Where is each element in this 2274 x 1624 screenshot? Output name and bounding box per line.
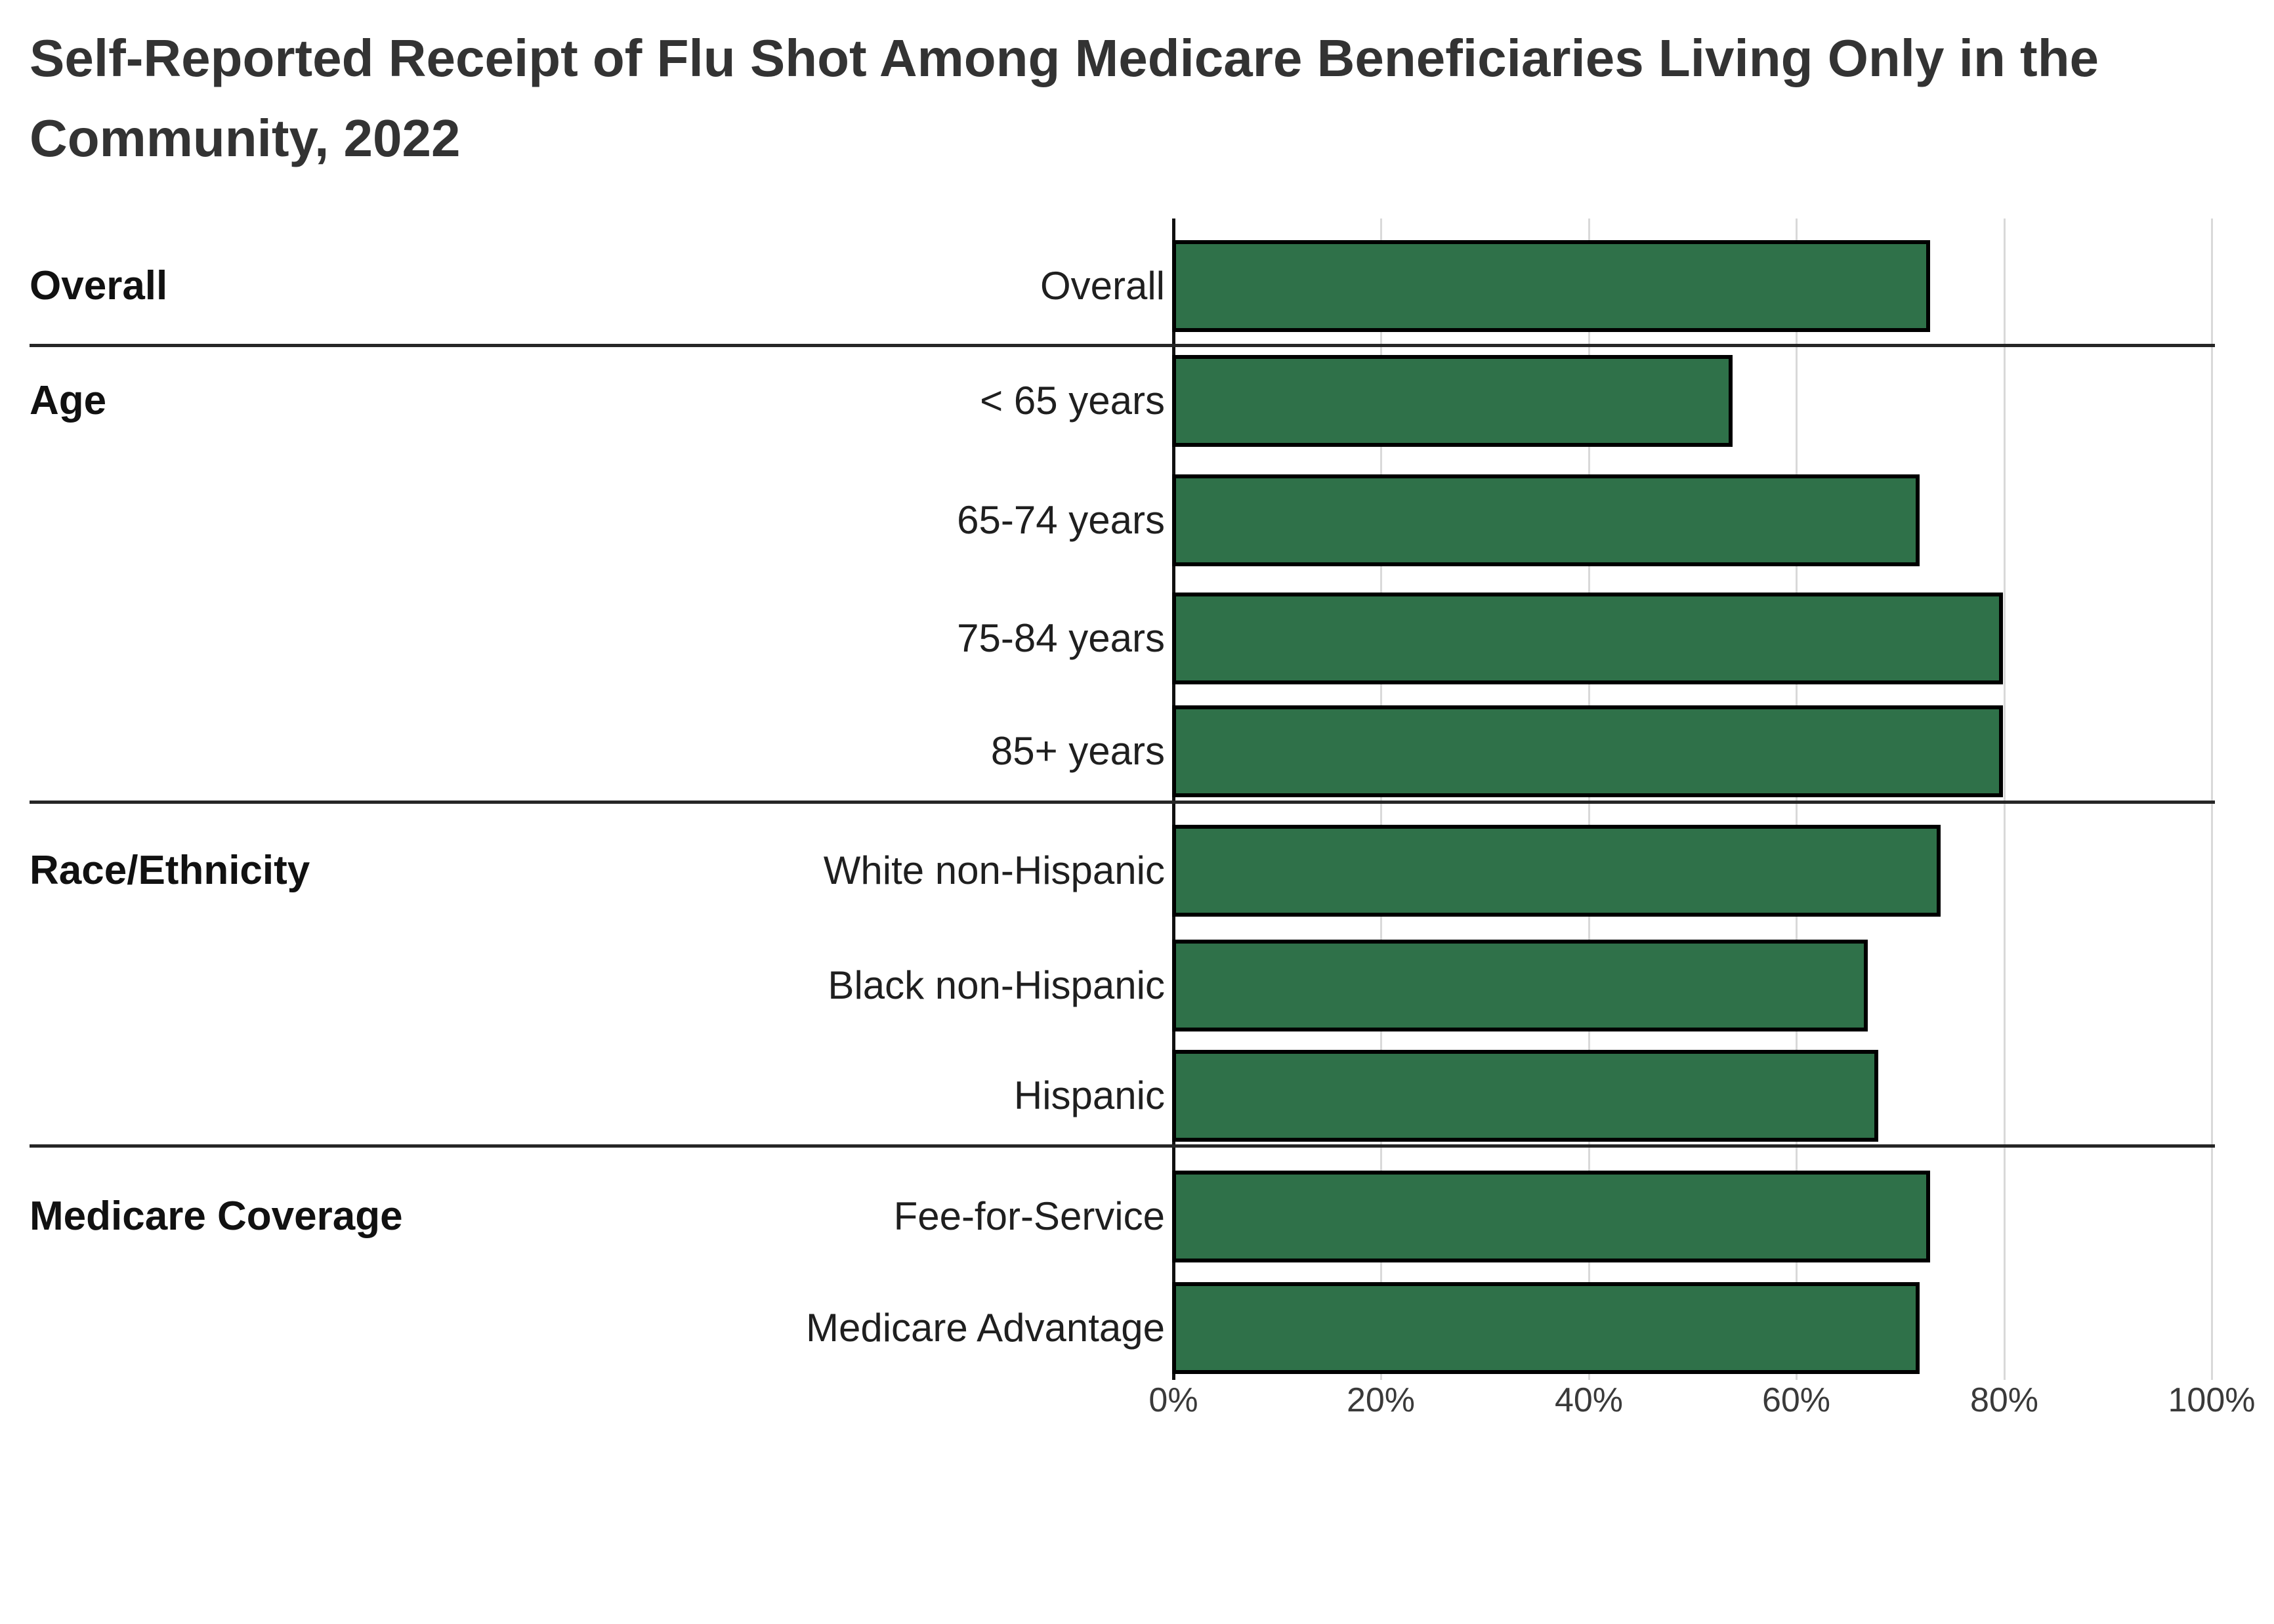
row-label-medicare-advantage: Medicare Advantage: [805, 1306, 1165, 1350]
row-label-fee-for-service: Fee-for-Service: [893, 1194, 1165, 1238]
gridline-40: [1588, 219, 1590, 1380]
gridline-80: [2004, 219, 2006, 1380]
row-label-65-years: < 65 years: [980, 379, 1165, 423]
x-tick-label-20: 20%: [1346, 1381, 1416, 1419]
x-tick-label-80: 80%: [1969, 1381, 2039, 1419]
bar-65-years: [1172, 355, 1733, 447]
bar-medicare-advantage: [1172, 1282, 1920, 1374]
gridline-100: [2211, 219, 2213, 1380]
row-label-75-84-years: 75-84 years: [957, 616, 1165, 660]
x-tick-label-40: 40%: [1554, 1381, 1624, 1419]
gridline-60: [1796, 219, 1798, 1380]
bar-85-years: [1172, 705, 2003, 797]
x-tick-label-0: 0%: [1148, 1381, 1198, 1419]
section-divider-1: [30, 344, 2215, 347]
group-label-race-ethnicity: Race/Ethnicity: [30, 848, 310, 893]
chart-title-line-1: Self-Reported Receipt of Flu Shot Among …: [30, 29, 2099, 87]
row-label-white-non-hispanic: White non-Hispanic: [823, 848, 1165, 892]
group-label-medicare-coverage: Medicare Coverage: [30, 1194, 403, 1239]
axis-zero-line: [1172, 219, 1175, 1380]
bar-75-84-years: [1172, 593, 2003, 684]
row-label-hispanic: Hispanic: [1013, 1073, 1165, 1117]
x-tick-label-100: 100%: [2168, 1381, 2256, 1419]
bar-white-non-hispanic: [1172, 825, 1941, 917]
bar-65-74-years: [1172, 474, 1920, 566]
chart-title: Self-Reported Receipt of Flu Shot Among …: [30, 18, 2228, 178]
group-label-overall: Overall: [30, 263, 168, 308]
group-label-age: Age: [30, 378, 107, 423]
bar-overall: [1172, 240, 1930, 332]
section-divider-3: [30, 1144, 2215, 1148]
row-label-black-non-hispanic: Black non-Hispanic: [828, 963, 1165, 1007]
row-label-85-years: 85+ years: [990, 729, 1165, 773]
row-label-overall: Overall: [1040, 264, 1165, 308]
row-label-65-74-years: 65-74 years: [957, 498, 1165, 542]
bar-black-non-hispanic: [1172, 940, 1868, 1031]
section-divider-2: [30, 801, 2215, 804]
bar-hispanic: [1172, 1050, 1878, 1142]
x-tick-label-60: 60%: [1761, 1381, 1831, 1419]
chart-title-line-2: Community, 2022: [30, 109, 461, 167]
gridline-20: [1380, 219, 1382, 1380]
bar-fee-for-service: [1172, 1171, 1930, 1262]
